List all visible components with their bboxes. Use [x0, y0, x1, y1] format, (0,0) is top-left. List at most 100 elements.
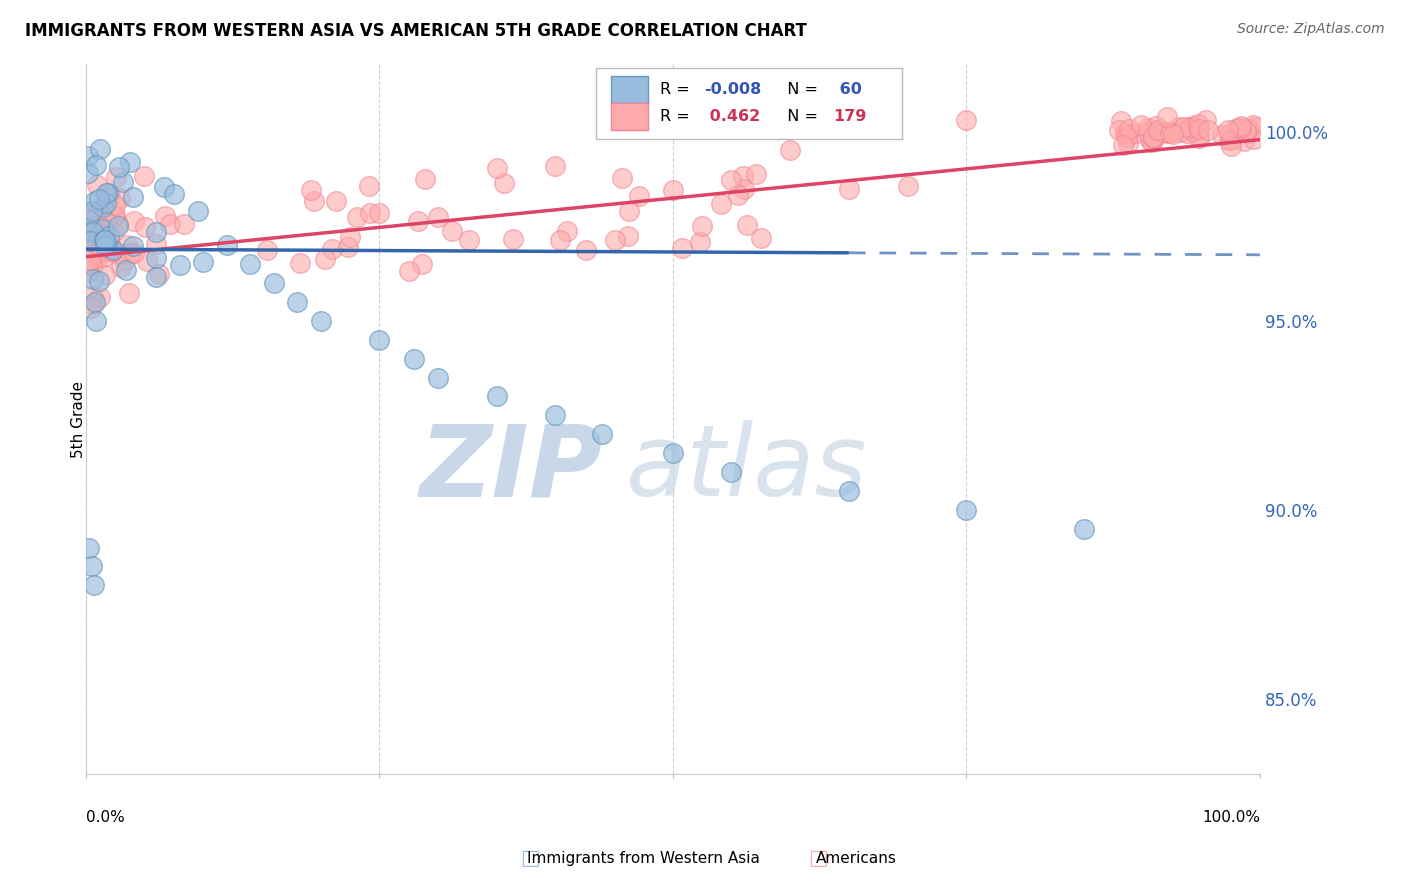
Point [727, 187, 749, 202]
Point [1144, 119, 1167, 133]
Point [169, 258, 191, 272]
Point [575, 243, 598, 257]
Point [1143, 131, 1166, 145]
Point [1073, 522, 1095, 536]
Point [153, 179, 176, 194]
Point [153, 210, 176, 224]
Point [100, 240, 122, 254]
Point [82, 258, 104, 272]
Point [1147, 123, 1170, 137]
Point [110, 260, 132, 275]
Point [135, 254, 157, 268]
Point [101, 243, 124, 257]
Point [1114, 126, 1136, 140]
Point [82, 271, 104, 285]
Point [304, 194, 326, 208]
Point [115, 237, 138, 252]
Point [93, 233, 115, 247]
Point [91, 200, 114, 214]
Point [406, 214, 429, 228]
Point [692, 219, 714, 233]
Point [779, 143, 801, 157]
Point [1197, 123, 1219, 137]
Point [838, 182, 860, 196]
Point [1177, 120, 1199, 134]
Point [441, 224, 464, 238]
Point [427, 210, 450, 224]
Point [288, 256, 311, 270]
Point [98, 190, 121, 204]
Point [77, 148, 100, 162]
Point [398, 264, 420, 278]
Point [124, 214, 146, 228]
Point [339, 230, 361, 244]
Point [1243, 132, 1265, 146]
Point [662, 446, 685, 460]
Point [1109, 113, 1132, 128]
Point [368, 206, 391, 220]
Point [1163, 128, 1185, 142]
Point [89, 142, 111, 156]
Point [103, 209, 125, 223]
Point [605, 233, 627, 247]
Point [359, 206, 381, 220]
Point [494, 176, 516, 190]
Point [1234, 124, 1257, 138]
Point [1223, 121, 1246, 136]
Point [173, 217, 195, 231]
Point [1241, 118, 1264, 132]
Point [84, 314, 107, 328]
Point [1220, 133, 1243, 147]
Point [1116, 128, 1139, 142]
Point [1226, 121, 1249, 136]
Point [544, 159, 567, 173]
Text: R =: R = [659, 82, 695, 97]
Point [89, 241, 111, 255]
Text: N =: N = [778, 82, 824, 97]
Point [104, 169, 127, 184]
Point [325, 194, 347, 208]
Point [77, 265, 100, 279]
Point [256, 243, 278, 257]
Point [314, 252, 336, 266]
Point [1156, 111, 1178, 125]
Point [733, 182, 755, 196]
Point [1136, 125, 1159, 139]
Point [1152, 125, 1174, 139]
Point [591, 427, 613, 442]
Point [79, 301, 101, 315]
Point [458, 233, 481, 247]
Point [1156, 126, 1178, 140]
Point [86, 178, 108, 192]
Point [1116, 136, 1139, 150]
Point [1211, 128, 1233, 142]
Point [1125, 126, 1147, 140]
Point [731, 169, 754, 183]
Point [79, 253, 101, 268]
Point [548, 233, 571, 247]
Point [77, 541, 100, 555]
Point [191, 254, 214, 268]
Point [80, 242, 103, 256]
Point [617, 204, 640, 219]
Point [145, 269, 167, 284]
Y-axis label: 5th Grade: 5th Grade [72, 381, 86, 458]
Point [1181, 123, 1204, 137]
Point [76, 254, 98, 268]
Point [426, 370, 449, 384]
Point [145, 251, 167, 265]
Text: Americans: Americans [815, 851, 897, 865]
Point [77, 166, 100, 180]
Point [1195, 113, 1218, 128]
Point [101, 244, 124, 258]
Text: 179: 179 [834, 109, 868, 124]
Point [749, 231, 772, 245]
Point [662, 183, 685, 197]
Point [1173, 120, 1195, 135]
Point [115, 263, 138, 277]
Point [1219, 127, 1241, 141]
Point [1178, 121, 1201, 136]
Point [80, 239, 103, 253]
Point [96, 216, 118, 230]
Point [1142, 131, 1164, 145]
